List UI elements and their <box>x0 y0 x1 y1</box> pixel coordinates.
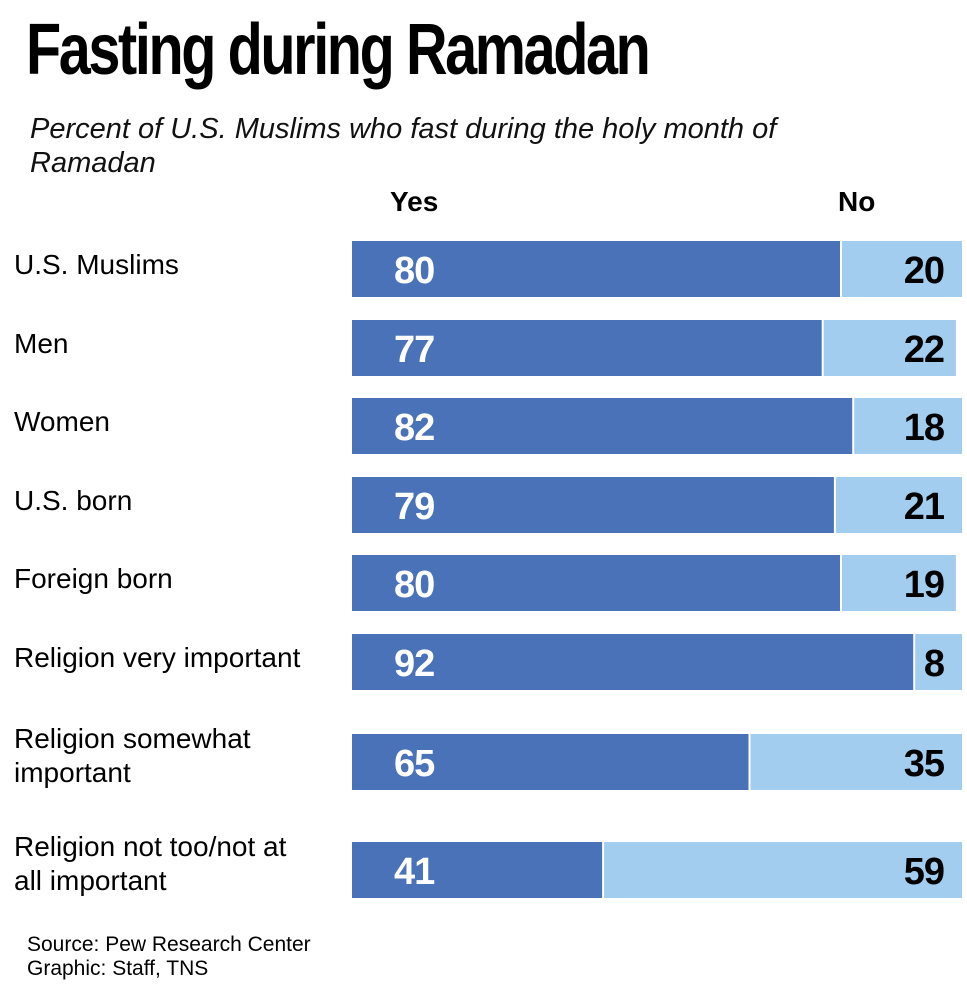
value-label-no: 8 <box>924 643 944 685</box>
stacked-bar-chart: Yes No U.S. Muslims 80 20 Men 77 22 Women 82 18 U.S… <box>14 186 962 898</box>
value-label-yes: 65 <box>394 743 435 785</box>
value-label-yes: 80 <box>394 564 434 606</box>
legend-yes: Yes <box>390 186 438 217</box>
value-label-no: 22 <box>904 329 944 371</box>
chart-title: Fasting during Ramadan <box>26 10 651 90</box>
value-label-no: 35 <box>904 743 945 785</box>
bar-no <box>842 241 962 297</box>
category-label: Religion very important <box>14 642 301 673</box>
value-label-no: 20 <box>904 250 944 292</box>
bar-no <box>823 320 956 376</box>
chart-subtitle: Percent of U.S. Muslims who fast during … <box>30 113 777 179</box>
bar-no <box>842 555 956 611</box>
legend-no: No <box>838 186 875 217</box>
category-label: U.S. Muslims <box>14 249 179 280</box>
value-label-yes: 77 <box>394 329 434 371</box>
category-label: Foreign born <box>14 563 173 594</box>
bar-no <box>854 398 962 454</box>
value-label-yes: 41 <box>394 851 435 893</box>
credit-text: Graphic: Staff, TNS <box>27 957 209 980</box>
bar-no <box>915 634 962 690</box>
value-label-yes: 79 <box>394 486 434 528</box>
value-label-no: 19 <box>904 564 944 606</box>
source-text: Source: Pew Research Center <box>27 933 311 956</box>
category-label: Women <box>14 406 110 437</box>
bar-yes <box>352 241 840 297</box>
value-label-no: 59 <box>904 851 944 893</box>
category-label: U.S. born <box>14 485 132 516</box>
bar-yes <box>352 842 603 898</box>
category-label: Religion somewhat important <box>14 723 251 788</box>
bar-yes <box>352 477 834 533</box>
bar-yes <box>352 734 749 790</box>
value-label-no: 21 <box>904 486 945 528</box>
bar-yes <box>352 398 853 454</box>
bar-no <box>750 734 962 790</box>
category-label: Religion not too/not at all important <box>14 831 287 896</box>
source-note: Source: Pew Research Center Graphic: Sta… <box>27 933 311 981</box>
value-label-yes: 92 <box>394 643 434 685</box>
bar-no <box>604 842 962 898</box>
value-label-no: 18 <box>904 407 944 449</box>
value-label-yes: 80 <box>394 250 434 292</box>
category-label: Men <box>14 328 68 359</box>
value-label-yes: 82 <box>394 407 434 449</box>
bar-yes <box>352 320 822 376</box>
bar-yes <box>352 634 914 690</box>
bar-no <box>835 477 962 533</box>
bar-yes <box>352 555 840 611</box>
